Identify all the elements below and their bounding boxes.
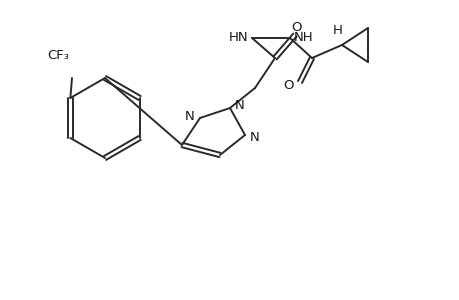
Text: O: O: [282, 79, 293, 92]
Text: N: N: [235, 98, 244, 112]
Text: NH: NH: [293, 31, 313, 44]
Text: H: H: [332, 23, 342, 37]
Text: N: N: [185, 110, 195, 122]
Text: CF₃: CF₃: [47, 49, 69, 62]
Text: HN: HN: [228, 31, 247, 44]
Text: O: O: [290, 20, 301, 34]
Text: N: N: [250, 130, 259, 143]
